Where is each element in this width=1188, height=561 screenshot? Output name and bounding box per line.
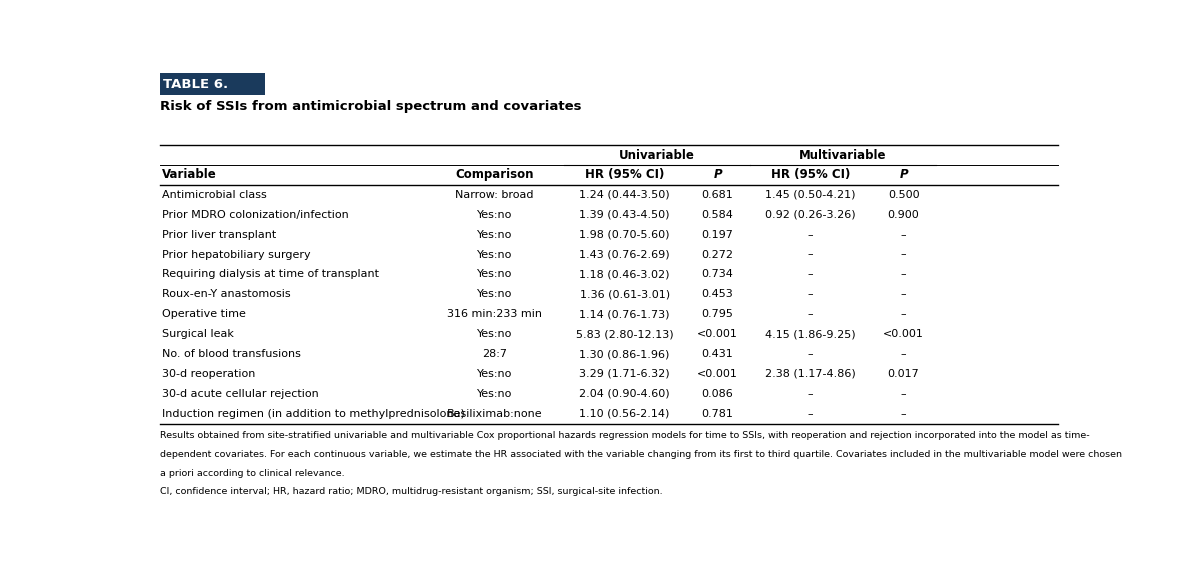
Text: P: P: [713, 168, 722, 181]
Text: 1.24 (0.44-3.50): 1.24 (0.44-3.50): [580, 190, 670, 200]
Text: Yes:no: Yes:no: [476, 389, 512, 399]
Text: –: –: [901, 309, 906, 319]
Text: –: –: [808, 250, 814, 260]
Text: 1.14 (0.76-1.73): 1.14 (0.76-1.73): [580, 309, 670, 319]
Text: 0.453: 0.453: [702, 289, 733, 300]
Text: Prior liver transplant: Prior liver transplant: [163, 229, 277, 240]
Text: –: –: [901, 389, 906, 399]
Text: –: –: [901, 409, 906, 419]
Text: Yes:no: Yes:no: [476, 269, 512, 279]
Text: 0.017: 0.017: [887, 369, 920, 379]
Text: 0.92 (0.26-3.26): 0.92 (0.26-3.26): [765, 210, 855, 220]
Text: –: –: [901, 250, 906, 260]
Text: 0.086: 0.086: [702, 389, 733, 399]
Text: –: –: [808, 389, 814, 399]
Text: 1.18 (0.46-3.02): 1.18 (0.46-3.02): [580, 269, 670, 279]
Text: 0.681: 0.681: [702, 190, 733, 200]
Text: Basiliximab:none: Basiliximab:none: [447, 409, 542, 419]
Text: Roux-en-Y anastomosis: Roux-en-Y anastomosis: [163, 289, 291, 300]
Text: 2.38 (1.17-4.86): 2.38 (1.17-4.86): [765, 369, 857, 379]
Text: Operative time: Operative time: [163, 309, 246, 319]
Text: Narrow: broad: Narrow: broad: [455, 190, 533, 200]
Text: Yes:no: Yes:no: [476, 369, 512, 379]
Text: 0.500: 0.500: [887, 190, 920, 200]
Text: –: –: [808, 269, 814, 279]
Text: Prior MDRO colonization/infection: Prior MDRO colonization/infection: [163, 210, 349, 220]
Text: 3.29 (1.71-6.32): 3.29 (1.71-6.32): [580, 369, 670, 379]
Text: Comparison: Comparison: [455, 168, 533, 181]
Text: 1.39 (0.43-4.50): 1.39 (0.43-4.50): [580, 210, 670, 220]
Text: <0.001: <0.001: [697, 329, 738, 339]
Text: 1.10 (0.56-2.14): 1.10 (0.56-2.14): [580, 409, 670, 419]
Text: Results obtained from site-stratified univariable and multivariable Cox proporti: Results obtained from site-stratified un…: [159, 431, 1089, 440]
Text: 1.30 (0.86-1.96): 1.30 (0.86-1.96): [580, 349, 670, 359]
Text: <0.001: <0.001: [883, 329, 924, 339]
Text: a priori according to clinical relevance.: a priori according to clinical relevance…: [159, 468, 345, 477]
Text: 0.272: 0.272: [702, 250, 733, 260]
Text: <0.001: <0.001: [697, 369, 738, 379]
Text: –: –: [901, 229, 906, 240]
Text: Yes:no: Yes:no: [476, 329, 512, 339]
Text: Variable: Variable: [163, 168, 217, 181]
Text: 0.795: 0.795: [702, 309, 733, 319]
Text: HR (95% CI): HR (95% CI): [771, 168, 851, 181]
Text: HR (95% CI): HR (95% CI): [584, 168, 664, 181]
Text: Yes:no: Yes:no: [476, 210, 512, 220]
Text: 1.45 (0.50-4.21): 1.45 (0.50-4.21): [765, 190, 855, 200]
Text: Surgical leak: Surgical leak: [163, 329, 234, 339]
Text: 4.15 (1.86-9.25): 4.15 (1.86-9.25): [765, 329, 855, 339]
Text: Induction regimen (in addition to methylprednisolone): Induction regimen (in addition to methyl…: [163, 409, 465, 419]
Text: dependent covariates. For each continuous variable, we estimate the HR associate: dependent covariates. For each continuou…: [159, 450, 1121, 459]
Text: Risk of SSIs from antimicrobial spectrum and covariates: Risk of SSIs from antimicrobial spectrum…: [159, 100, 581, 113]
Text: 1.36 (0.61-3.01): 1.36 (0.61-3.01): [580, 289, 670, 300]
Text: Yes:no: Yes:no: [476, 250, 512, 260]
Text: –: –: [901, 269, 906, 279]
Text: Requiring dialysis at time of transplant: Requiring dialysis at time of transplant: [163, 269, 379, 279]
Text: 0.900: 0.900: [887, 210, 920, 220]
Text: Yes:no: Yes:no: [476, 229, 512, 240]
Text: Prior hepatobiliary surgery: Prior hepatobiliary surgery: [163, 250, 311, 260]
Text: Univariable: Univariable: [619, 149, 695, 162]
Text: 316 min:233 min: 316 min:233 min: [447, 309, 542, 319]
Text: No. of blood transfusions: No. of blood transfusions: [163, 349, 302, 359]
Text: –: –: [808, 409, 814, 419]
Text: 28:7: 28:7: [482, 349, 507, 359]
Text: Antimicrobial class: Antimicrobial class: [163, 190, 267, 200]
Text: 0.734: 0.734: [702, 269, 733, 279]
Text: –: –: [808, 309, 814, 319]
Text: 0.431: 0.431: [702, 349, 733, 359]
Text: Multivariable: Multivariable: [800, 149, 886, 162]
Text: –: –: [901, 349, 906, 359]
Text: 30-d reoperation: 30-d reoperation: [163, 369, 255, 379]
FancyBboxPatch shape: [159, 73, 265, 95]
Text: –: –: [808, 229, 814, 240]
Text: 0.781: 0.781: [702, 409, 733, 419]
Text: 5.83 (2.80-12.13): 5.83 (2.80-12.13): [576, 329, 674, 339]
Text: –: –: [901, 289, 906, 300]
Text: TABLE 6.: TABLE 6.: [163, 77, 228, 91]
Text: 2.04 (0.90-4.60): 2.04 (0.90-4.60): [580, 389, 670, 399]
Text: –: –: [808, 289, 814, 300]
Text: 1.43 (0.76-2.69): 1.43 (0.76-2.69): [580, 250, 670, 260]
Text: 0.197: 0.197: [702, 229, 733, 240]
Text: –: –: [808, 349, 814, 359]
Text: Yes:no: Yes:no: [476, 289, 512, 300]
Text: 0.584: 0.584: [702, 210, 733, 220]
Text: CI, confidence interval; HR, hazard ratio; MDRO, multidrug-resistant organism; S: CI, confidence interval; HR, hazard rati…: [159, 487, 662, 496]
Text: 1.98 (0.70-5.60): 1.98 (0.70-5.60): [580, 229, 670, 240]
Text: P: P: [899, 168, 908, 181]
Text: 30-d acute cellular rejection: 30-d acute cellular rejection: [163, 389, 320, 399]
